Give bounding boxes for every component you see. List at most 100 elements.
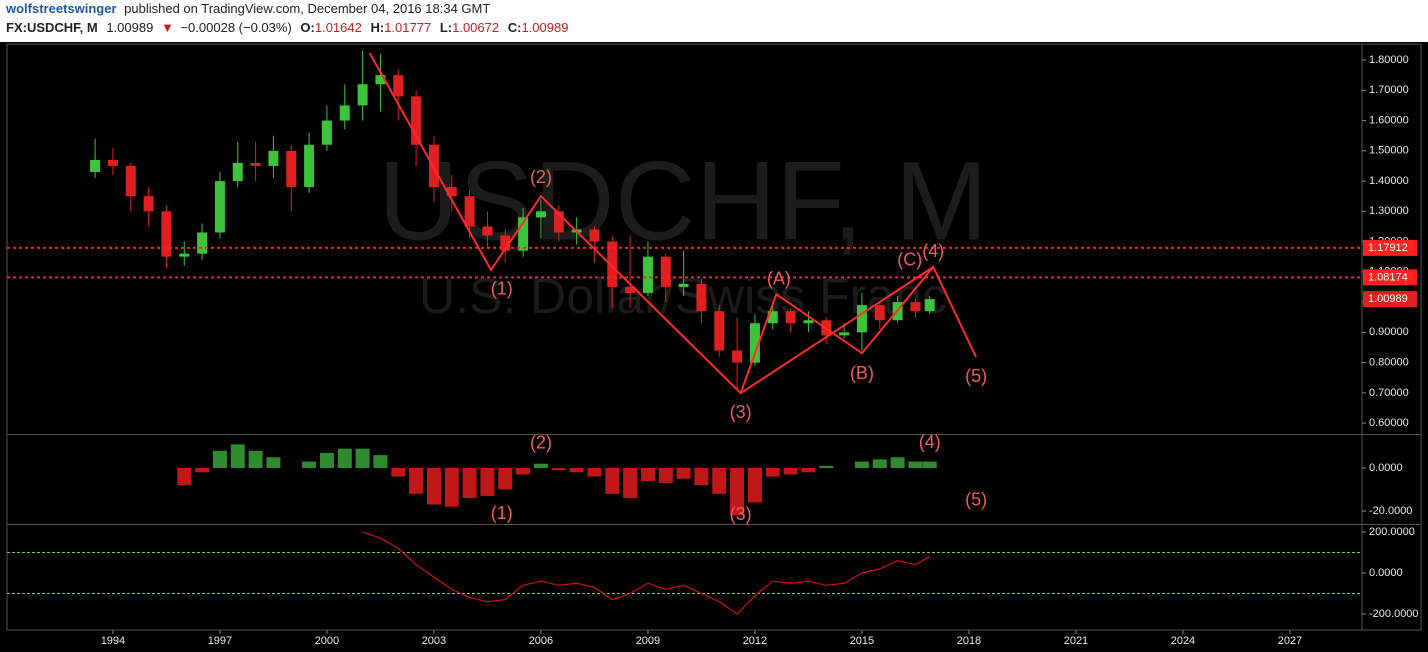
y-tick-label: 0.80000 — [1369, 357, 1409, 369]
l-value: 1.00672 — [452, 20, 499, 35]
wave-label: (A) — [767, 269, 791, 289]
osc-bar — [266, 457, 281, 468]
published-text: published on TradingView.com, December 0… — [124, 1, 490, 16]
y-tick-label: 1.40000 — [1369, 175, 1409, 187]
cci-line — [362, 531, 931, 615]
osc-bar — [872, 459, 887, 468]
symbol: FX:USDCHF, M — [6, 20, 98, 35]
candle-body — [714, 311, 725, 351]
x-tick-label: 1994 — [101, 635, 125, 647]
candle-body — [803, 320, 814, 324]
candle-body — [375, 75, 386, 85]
osc-bar — [801, 467, 816, 473]
candle-body — [411, 96, 422, 145]
osc-bar — [409, 467, 424, 494]
osc-bar — [551, 467, 566, 471]
candle-body — [232, 162, 243, 182]
candle-body — [339, 105, 350, 121]
osc-bar — [908, 461, 923, 468]
osc-bar — [177, 467, 192, 486]
candle-body — [749, 323, 760, 363]
wave-label: (B) — [850, 363, 874, 383]
osc-bar — [533, 463, 548, 468]
y-tick-label: 0.60000 — [1369, 417, 1409, 429]
y-tick-label: 1.80000 — [1369, 54, 1409, 66]
y-tick-label: 0.0000 — [1369, 567, 1403, 579]
osc-bar — [230, 444, 245, 468]
wave-label: (2) — [530, 167, 552, 187]
candle-body — [732, 350, 743, 363]
candle-body — [607, 241, 618, 287]
candle-body — [874, 305, 885, 321]
candle-body — [143, 196, 154, 212]
osc-bar — [248, 450, 263, 468]
wave-label: (4) — [922, 241, 944, 261]
candle-body — [767, 311, 778, 324]
osc-bar — [391, 467, 406, 477]
y-tick-label: -20.0000 — [1369, 505, 1412, 517]
osc-bar — [355, 448, 370, 468]
y-tick-label: 0.0000 — [1369, 462, 1403, 474]
y-tick-label: 1.30000 — [1369, 205, 1409, 217]
osc-bar — [212, 450, 227, 468]
y-tick-label: 0.70000 — [1369, 387, 1409, 399]
y-tick-label: 1.70000 — [1369, 84, 1409, 96]
osc-bar — [498, 467, 513, 490]
x-tick-label: 2000 — [315, 635, 339, 647]
y-tick-label: 1.50000 — [1369, 145, 1409, 157]
h-label: H: — [370, 20, 384, 35]
last-price-label: 1.00989 — [1368, 293, 1408, 305]
candle-body — [464, 196, 475, 227]
chart-bg — [0, 42, 1428, 652]
osc-bar — [337, 448, 352, 468]
osc-bar — [890, 457, 905, 468]
c-value: 1.00989 — [521, 20, 568, 35]
candle-body — [660, 256, 671, 287]
y-tick-label: 0.90000 — [1369, 326, 1409, 338]
c-label: C: — [508, 20, 522, 35]
candle-body — [304, 144, 315, 188]
candle-body — [393, 75, 404, 97]
osc-bar — [569, 467, 584, 473]
x-tick-label: 2006 — [529, 635, 553, 647]
price-box-label: 1.17912 — [1368, 242, 1408, 254]
osc-bar — [319, 452, 334, 468]
candle-body — [785, 311, 796, 324]
osc-bar — [426, 467, 441, 505]
osc-bar — [605, 467, 620, 494]
axes: 0.600000.700000.800000.900001.000001.100… — [101, 54, 1419, 647]
y-tick-label: 200.0000 — [1369, 526, 1415, 538]
osc-bar — [587, 467, 602, 477]
last-price-box — [1363, 291, 1417, 308]
header-bg — [0, 0, 1428, 42]
candle-body — [268, 150, 279, 166]
candle-body — [625, 286, 636, 294]
candle-body — [856, 305, 867, 333]
x-tick-label: 2015 — [850, 635, 874, 647]
change: −0.00028 (−0.03%) — [180, 20, 291, 35]
candle-body — [321, 120, 332, 145]
osc-bar — [623, 467, 638, 499]
osc-label: (4) — [919, 432, 941, 452]
candle-body — [250, 162, 261, 166]
osc-bar — [480, 467, 495, 496]
osc-bar — [854, 461, 869, 468]
x-tick-label: 2018 — [957, 635, 981, 647]
osc-bar — [444, 467, 459, 507]
candle-body — [125, 165, 136, 197]
osc-bar — [783, 467, 798, 475]
candle-body — [161, 211, 172, 257]
osc-label: (5) — [965, 490, 987, 510]
osc-bar — [302, 461, 317, 468]
wave-line — [739, 266, 935, 394]
osc-bar — [462, 467, 477, 499]
wave-label: (C) — [897, 250, 922, 270]
y-tick-label: 1.60000 — [1369, 114, 1409, 126]
h-value: 1.01777 — [384, 20, 431, 35]
osc-bar — [712, 467, 727, 494]
wave-label: (1) — [491, 279, 513, 299]
osc-bar — [640, 467, 655, 481]
wave-line — [368, 52, 977, 395]
header-line1: wolfstreetswinger published on TradingVi… — [5, 1, 490, 16]
